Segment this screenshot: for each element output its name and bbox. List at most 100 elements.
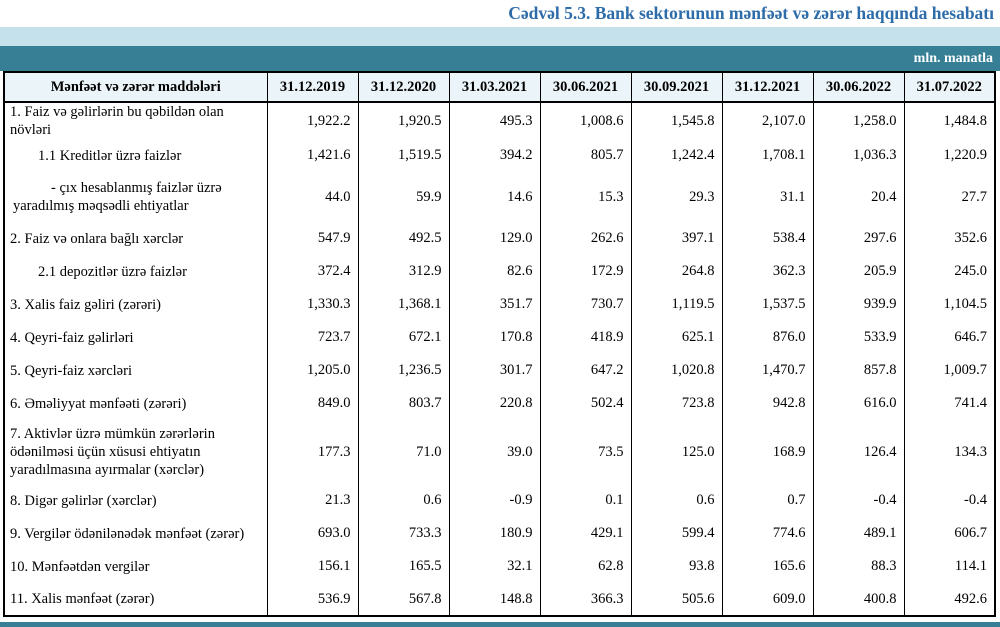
row-value: 39.0: [448, 420, 541, 485]
table-row: 8. Digər gəlirlər (xərclər) 21.3 0.6 -0.9 0.…: [3, 484, 996, 518]
row-label: 11. Xalis mənfəət (zərər): [3, 583, 268, 617]
row-label: 8. Digər gəlirlər (xərclər): [3, 484, 268, 518]
row-value: 492.5: [357, 222, 450, 256]
row-value: 400.8: [812, 583, 905, 617]
row-value: 693.0: [266, 517, 359, 551]
row-value: 533.9: [812, 321, 905, 355]
column-header-date: 30.09.2021: [630, 71, 723, 103]
table-row: 3. Xalis faiz gəliri (zərəri) 1,330.3 1,36…: [3, 288, 996, 322]
row-label: 6. Əməliyyat mənfəəti (zərəri): [3, 387, 268, 421]
row-value: 1,242.4: [630, 139, 723, 173]
row-value: 82.6: [448, 255, 541, 289]
row-value: 1,330.3: [266, 288, 359, 322]
row-value: 73.5: [539, 420, 632, 485]
table-row: - çıx hesablanmış faizlər üzrə yaradılmı…: [3, 172, 996, 223]
table-row: 10. Mənfəətdən vergilər 156.1 165.5 32.1 62.…: [3, 550, 996, 584]
row-value: 297.6: [812, 222, 905, 256]
row-value: 429.1: [539, 517, 632, 551]
row-value: 1,484.8: [903, 102, 996, 140]
row-label: 2. Faiz və onlara bağlı xərclər: [3, 222, 268, 256]
row-value: 609.0: [721, 583, 814, 617]
row-label: 7. Aktivlər üzrə mümkün zərərlərin ödəni…: [3, 420, 268, 485]
row-value: -0.9: [448, 484, 541, 518]
row-value: 2,107.0: [721, 102, 814, 140]
row-value: 14.6: [448, 172, 541, 223]
row-value: 599.4: [630, 517, 723, 551]
row-value: 165.5: [357, 550, 450, 584]
row-label: 9. Vergilər ödənilənədək mənfəət (zərər): [3, 517, 268, 551]
row-value: 59.9: [357, 172, 450, 223]
column-header-date: 31.12.2019: [266, 71, 359, 103]
row-value: 803.7: [357, 387, 450, 421]
row-value: 536.9: [266, 583, 359, 617]
row-value: 170.8: [448, 321, 541, 355]
row-value: 114.1: [903, 550, 996, 584]
decorative-light-band: [0, 27, 1000, 46]
row-value: 29.3: [630, 172, 723, 223]
row-label: 4. Qeyri-faiz gəlirləri: [3, 321, 268, 355]
row-label: - çıx hesablanmış faizlər üzrə yaradılmı…: [3, 172, 268, 223]
column-header-date: 31.03.2021: [448, 71, 541, 103]
table-header-row: Mənfəət və zərər maddələri 31.12.2019 31.…: [3, 71, 996, 103]
row-value: 1,421.6: [266, 139, 359, 173]
column-header-date: 30.06.2022: [812, 71, 905, 103]
row-value: 1,708.1: [721, 139, 814, 173]
row-value: 647.2: [539, 354, 632, 388]
row-value: 625.1: [630, 321, 723, 355]
row-value: 366.3: [539, 583, 632, 617]
row-value: 1,545.8: [630, 102, 723, 140]
row-value: 125.0: [630, 420, 723, 485]
row-value: 672.1: [357, 321, 450, 355]
row-value: 942.8: [721, 387, 814, 421]
row-value: 156.1: [266, 550, 359, 584]
row-value: 126.4: [812, 420, 905, 485]
row-value: 15.3: [539, 172, 632, 223]
row-value: 876.0: [721, 321, 814, 355]
column-header-date: 31.12.2020: [357, 71, 450, 103]
row-value: 723.8: [630, 387, 723, 421]
unit-band: mln. manatla: [0, 46, 1000, 71]
row-value: 495.3: [448, 102, 541, 140]
row-label: 1.1 Kreditlər üzrə faizlər: [3, 139, 268, 173]
row-value: 0.7: [721, 484, 814, 518]
row-value: 351.7: [448, 288, 541, 322]
table-row: 1. Faiz və gəlirlərin bu qəbildən olan n…: [3, 102, 996, 140]
row-value: 733.3: [357, 517, 450, 551]
row-value: 0.6: [357, 484, 450, 518]
table-row: 11. Xalis mənfəət (zərər) 536.9 567.8 148.8…: [3, 583, 996, 617]
row-value: 312.9: [357, 255, 450, 289]
row-value: 301.7: [448, 354, 541, 388]
row-value: 0.1: [539, 484, 632, 518]
row-value: 502.4: [539, 387, 632, 421]
row-label: 10. Mənfəətdən vergilər: [3, 550, 268, 584]
row-value: 205.9: [812, 255, 905, 289]
row-value: 1,236.5: [357, 354, 450, 388]
row-value: -0.4: [812, 484, 905, 518]
row-value: 741.4: [903, 387, 996, 421]
row-value: 805.7: [539, 139, 632, 173]
row-value: 939.9: [812, 288, 905, 322]
row-value: 21.3: [266, 484, 359, 518]
table-row: 6. Əməliyyat mənfəəti (zərəri) 849.0 803.7…: [3, 387, 996, 421]
row-value: 1,537.5: [721, 288, 814, 322]
row-value: 492.6: [903, 583, 996, 617]
row-label: 2.1 depozitlər üzrə faizlər: [3, 255, 268, 289]
row-value: 1,519.5: [357, 139, 450, 173]
row-value: 1,104.5: [903, 288, 996, 322]
column-header-date: 31.07.2022: [903, 71, 996, 103]
row-value: 1,470.7: [721, 354, 814, 388]
decorative-bottom-band: [0, 622, 1000, 627]
row-value: 220.8: [448, 387, 541, 421]
row-value: 165.6: [721, 550, 814, 584]
row-value: 134.3: [903, 420, 996, 485]
row-value: 1,009.7: [903, 354, 996, 388]
row-value: 1,119.5: [630, 288, 723, 322]
row-value: 93.8: [630, 550, 723, 584]
row-value: 44.0: [266, 172, 359, 223]
row-label: 3. Xalis faiz gəliri (zərəri): [3, 288, 268, 322]
row-value: 616.0: [812, 387, 905, 421]
column-header-items: Mənfəət və zərər maddələri: [3, 71, 268, 103]
table-row: 5. Qeyri-faiz xərcləri 1,205.0 1,236.5 301.…: [3, 354, 996, 388]
row-value: 505.6: [630, 583, 723, 617]
profit-loss-table: Mənfəət və zərər maddələri 31.12.2019 31.…: [3, 71, 996, 618]
